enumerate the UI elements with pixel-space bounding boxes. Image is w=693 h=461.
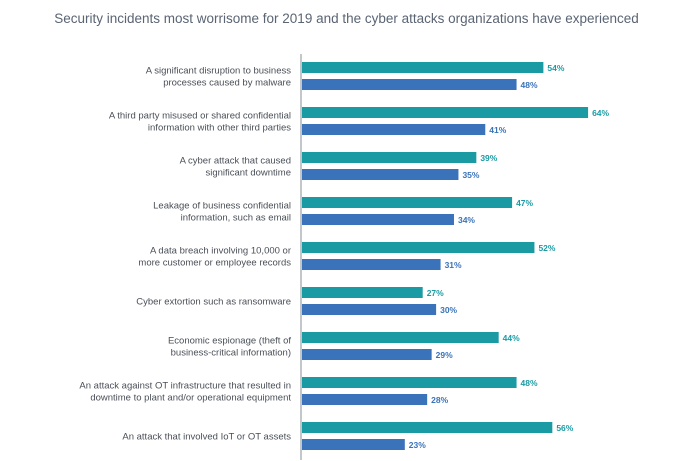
data-label: 47% xyxy=(516,198,533,208)
bar-experienced xyxy=(302,79,517,90)
bar-worrisome-2019 xyxy=(302,62,544,73)
bar-experienced xyxy=(302,304,437,315)
chart-title: Security incidents most worrisome for 20… xyxy=(54,11,639,26)
bar-worrisome-2019 xyxy=(302,422,553,433)
bar-experienced xyxy=(302,439,405,450)
data-label: 35% xyxy=(462,170,479,180)
data-label: 41% xyxy=(489,125,506,135)
data-label: 30% xyxy=(440,305,457,315)
category-label: Leakage of business confidential xyxy=(153,201,291,212)
category-label: downtime to plant and/or operational equ… xyxy=(90,393,291,404)
data-label: 34% xyxy=(458,215,475,225)
category-label: processes caused by malware xyxy=(163,78,291,89)
category-label: information, such as email xyxy=(181,213,291,224)
bar-worrisome-2019 xyxy=(302,197,513,208)
bar-experienced xyxy=(302,169,459,180)
category-label: Cyber extortion such as ransomware xyxy=(136,297,291,308)
category-label: information with other third parties xyxy=(148,123,291,134)
bar-worrisome-2019 xyxy=(302,242,535,253)
category-label: Economic espionage (theft of xyxy=(168,336,291,347)
bar-worrisome-2019 xyxy=(302,287,423,298)
data-label: 56% xyxy=(556,423,573,433)
bar-experienced xyxy=(302,349,432,360)
data-label: 29% xyxy=(436,350,453,360)
data-label: 23% xyxy=(409,440,426,450)
category-label: A third party misused or shared confiden… xyxy=(109,111,291,122)
data-label: 27% xyxy=(427,288,444,298)
category-label: significant downtime xyxy=(205,168,291,179)
bar-worrisome-2019 xyxy=(302,152,477,163)
data-label: 39% xyxy=(480,153,497,163)
category-label: business-critical information) xyxy=(171,348,291,359)
category-label: An attack against OT infrastructure that… xyxy=(79,381,291,392)
category-label: A data breach involving 10,000 or xyxy=(150,246,291,257)
category-label: A significant disruption to business xyxy=(146,66,291,77)
data-label: 48% xyxy=(521,378,538,388)
bar-experienced xyxy=(302,394,428,405)
data-label: 31% xyxy=(445,260,462,270)
data-label: 48% xyxy=(521,80,538,90)
data-label: 28% xyxy=(431,395,448,405)
bar-worrisome-2019 xyxy=(302,332,499,343)
data-label: 44% xyxy=(503,333,520,343)
bar-worrisome-2019 xyxy=(302,107,589,118)
category-label: A cyber attack that caused xyxy=(180,156,291,167)
bar-experienced xyxy=(302,214,454,225)
bar-experienced xyxy=(302,259,441,270)
bar-experienced xyxy=(302,124,486,135)
category-label: more customer or employee records xyxy=(138,258,291,269)
data-label: 64% xyxy=(592,108,609,118)
category-label: An attack that involved IoT or OT assets xyxy=(122,432,291,443)
data-label: 52% xyxy=(538,243,555,253)
data-label: 54% xyxy=(547,63,564,73)
bar-worrisome-2019 xyxy=(302,377,517,388)
